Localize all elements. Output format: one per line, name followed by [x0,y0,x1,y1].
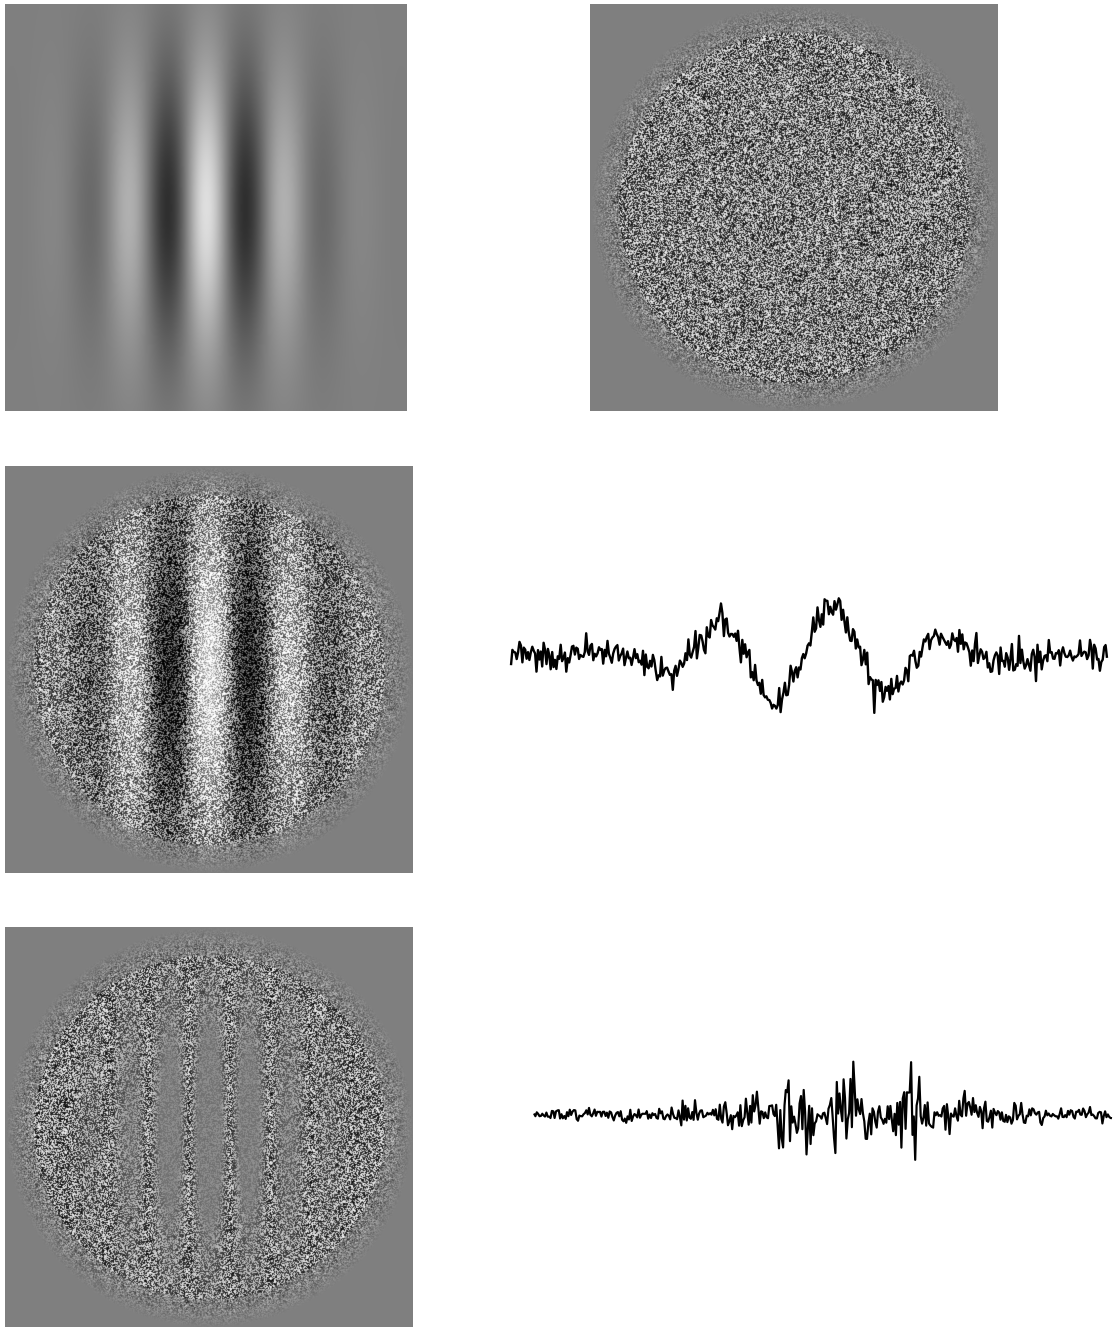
trace-line [533,1060,1113,1161]
noisy-sinusoid-trace [509,597,1109,715]
circular-noise-image [590,4,998,411]
noisy-gabor-image [5,466,413,873]
trace-line [509,597,1109,715]
gabor-masked-noise-image [5,927,413,1327]
gabor-grating-image [5,4,407,411]
modulated-noise-trace [533,1060,1113,1161]
